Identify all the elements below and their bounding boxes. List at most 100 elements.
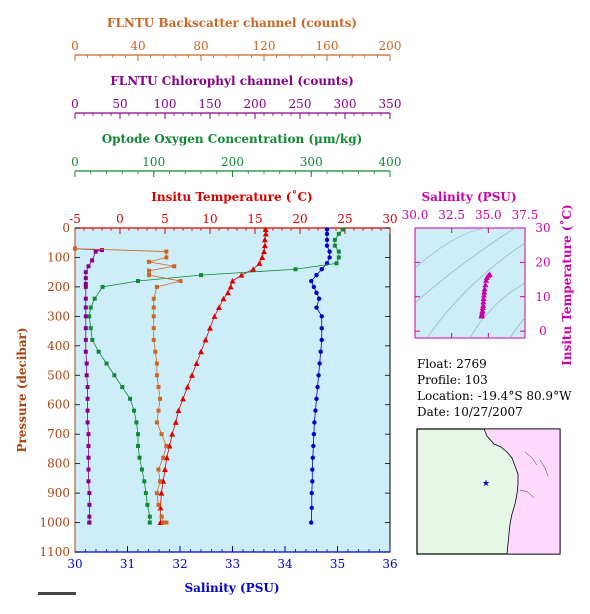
series-layer: [73, 226, 345, 526]
salinity-axis-label: Salinity (PSU): [184, 581, 279, 595]
ts-point: [480, 295, 487, 301]
chlorophyll-point: [83, 270, 88, 275]
temperature-point: [175, 407, 182, 414]
salinity-point: [314, 396, 319, 402]
pressure-tick-label: 500: [47, 368, 70, 382]
oxygen-point: [90, 337, 95, 342]
ts-point: [482, 281, 489, 288]
backscatter-point: [164, 443, 169, 448]
temperature-axis-tick-label: 0: [116, 212, 124, 226]
chlorophyll-point: [83, 296, 88, 301]
pressure-tick-label: 600: [47, 398, 70, 412]
salinity-point: [324, 227, 330, 232]
border-line-2: [539, 459, 549, 477]
ts-ytick-label: 0: [539, 324, 547, 338]
pressure-tick-label: 400: [47, 339, 70, 353]
temperature-point: [163, 454, 170, 461]
oxygen-point: [147, 520, 152, 525]
backscatter-point: [147, 268, 152, 273]
oxygen-point: [120, 385, 125, 390]
temperature-point: [227, 283, 234, 290]
backscatter-point: [158, 479, 163, 484]
salinity-point: [314, 305, 319, 310]
salinity-point: [324, 237, 330, 242]
chlorophyll-point: [83, 326, 88, 331]
chlorophyll-point: [83, 314, 88, 319]
backscatter-point: [151, 314, 156, 319]
temperature-point: [220, 295, 227, 302]
ts-point: [480, 292, 487, 298]
ts-xtick-label: 30.0: [402, 208, 429, 222]
oxygen-point: [112, 373, 117, 378]
temperature-point: [189, 372, 195, 378]
profile-plot-area: [74, 227, 391, 553]
salinity-point: [313, 408, 318, 413]
chlorophyll-axis-label: FLNTU Chlorophyl channel (counts): [110, 74, 354, 88]
backscatter-point: [151, 305, 156, 310]
temperature-point: [198, 348, 204, 355]
border-line-1: [524, 451, 538, 466]
oxygen-point: [136, 443, 140, 448]
pressure-tick-label: 300: [47, 309, 70, 323]
backscatter-point: [153, 349, 158, 354]
salinity-point: [311, 431, 317, 437]
oxygen-point: [134, 420, 139, 425]
temperature-axis-tick-label: 5: [161, 212, 169, 226]
salinity-point: [319, 337, 324, 343]
ts-xtick-label: 35.0: [475, 208, 502, 222]
oxygen-point: [336, 255, 341, 260]
temperature-point: [211, 313, 218, 319]
temperature-point: [162, 466, 168, 473]
salinity-axis-tick-label: 33: [225, 557, 240, 571]
temperature-axis-tick-label: 25: [337, 212, 352, 226]
oxygen-point: [132, 408, 137, 413]
oxygen-point: [332, 243, 337, 248]
backscatter-point: [154, 373, 159, 378]
ts-layer: 30.0 32.5 35.0 37.5 0 10 20 30: [402, 208, 551, 339]
ts-point: [479, 304, 486, 311]
oxygen-point: [199, 273, 203, 278]
salinity-point: [316, 296, 322, 301]
temperature-axis-tick-label: -5: [69, 212, 81, 226]
salinity-point: [315, 384, 320, 390]
chlorophyll-point: [86, 479, 91, 484]
salinity-point: [309, 505, 314, 511]
chlorophyll-axis-tick-label: 0: [71, 97, 79, 111]
chlorophyll-point: [87, 520, 92, 525]
salinity-point: [317, 361, 322, 366]
ts-xtick-label: 37.5: [512, 208, 539, 222]
location: Location: -19.4°S 80.9°W: [417, 389, 572, 403]
salinity-point: [310, 455, 316, 460]
temperature-point: [158, 490, 165, 496]
temperature-point: [262, 230, 269, 237]
temperature-point: [184, 384, 191, 390]
temperature-point: [261, 242, 268, 249]
oxygen-point: [139, 467, 144, 472]
backscatter-axis-tick-label: 80: [193, 39, 208, 53]
oxygen-point: [104, 361, 109, 366]
chlorophyll-point: [86, 264, 91, 269]
chlorophyll-point: [87, 491, 92, 496]
backscatter-axis-tick-label: 0: [71, 39, 79, 53]
backscatter-point: [156, 385, 161, 390]
salinity-axis-tick-label: 31: [120, 557, 135, 571]
chlorophyll-axis-tick-label: 250: [289, 97, 312, 111]
temperature-point: [157, 504, 164, 511]
ts-density-contour: [509, 317, 526, 339]
oxygen-point: [100, 284, 105, 289]
ts-ytick-label: 10: [535, 290, 550, 304]
backscatter-point: [154, 361, 159, 366]
backscatter-axis-tick-label: 160: [316, 39, 339, 53]
backscatter-point: [158, 396, 163, 401]
oxygen-point: [332, 237, 337, 242]
salinity-axis-tick-label: 34: [277, 557, 293, 571]
temperature-axis-tick-label: 15: [247, 212, 262, 226]
ts-ytick-label: 30: [535, 221, 550, 235]
backscatter-point: [162, 520, 167, 525]
backscatter-point: [156, 502, 161, 507]
backscatter-axis-tick-label: 40: [130, 39, 145, 53]
oxygen-axis-tick-label: 100: [142, 155, 165, 169]
backscatter-point: [159, 514, 164, 519]
